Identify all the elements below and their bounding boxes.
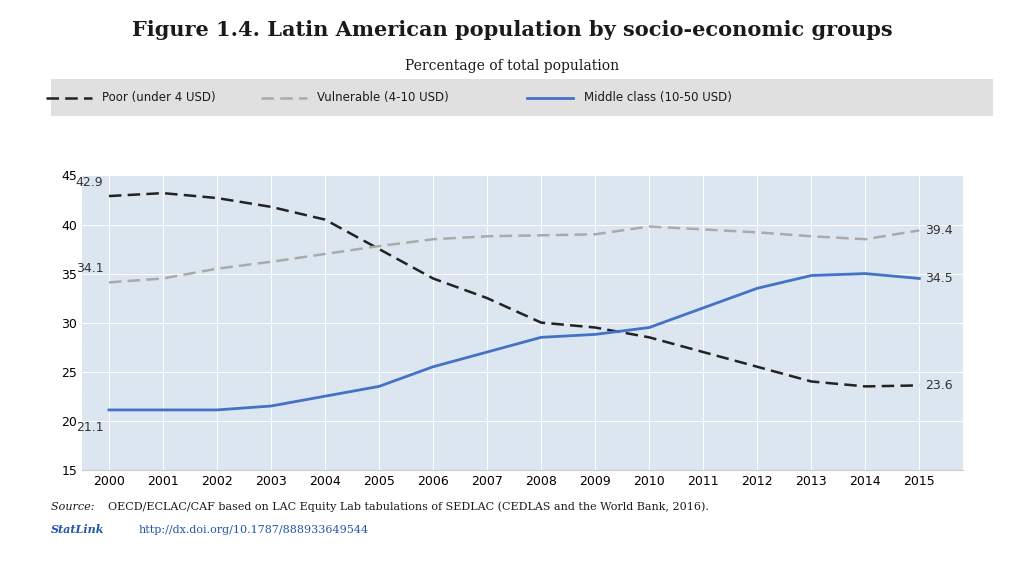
Text: 39.4: 39.4 [925,224,952,237]
Text: Vulnerable (4-10 USD): Vulnerable (4-10 USD) [317,91,450,104]
Text: 34.1: 34.1 [76,263,103,276]
Text: http://dx.doi.org/10.1787/888933649544: http://dx.doi.org/10.1787/888933649544 [138,525,369,535]
Text: Percentage of total population: Percentage of total population [404,59,620,74]
Text: Source:: Source: [51,502,98,512]
Text: 23.6: 23.6 [925,379,952,392]
Text: StatLink: StatLink [51,524,104,535]
Text: Figure 1.4. Latin American population by socio-economic groups: Figure 1.4. Latin American population by… [132,20,892,40]
Text: 42.9: 42.9 [76,176,103,189]
Text: Poor (under 4 USD): Poor (under 4 USD) [102,91,216,104]
Text: OECD/ECLAC/CAF based on LAC Equity Lab tabulations of SEDLAC (CEDLAS and the Wor: OECD/ECLAC/CAF based on LAC Equity Lab t… [108,501,709,512]
Text: 21.1: 21.1 [76,421,103,434]
Text: Middle class (10-50 USD): Middle class (10-50 USD) [584,91,731,104]
Text: 34.5: 34.5 [925,272,952,285]
